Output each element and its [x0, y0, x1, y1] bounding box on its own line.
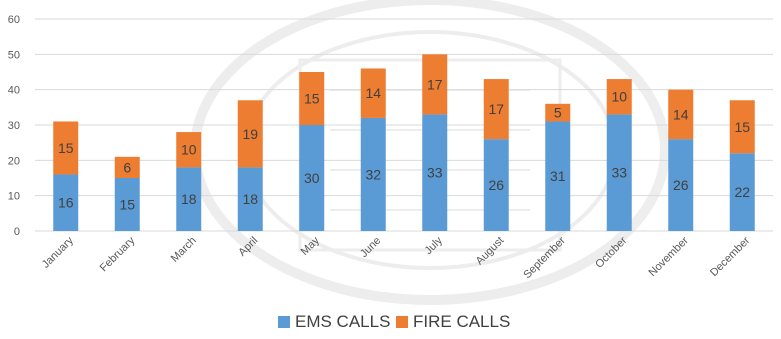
- data-label: 14: [673, 106, 689, 122]
- legend-label: FIRE CALLS: [413, 312, 510, 331]
- x-tick-label: July: [423, 234, 446, 257]
- y-tick-label: 60: [8, 14, 20, 26]
- data-label: 26: [488, 177, 504, 193]
- bar-ems-april: [237, 167, 263, 231]
- data-label: 10: [611, 89, 627, 105]
- data-label: 17: [488, 101, 504, 117]
- bar-ems-may: [299, 125, 325, 231]
- bar-fire-september: [545, 103, 571, 122]
- bar-fire-december: [729, 100, 755, 154]
- data-label: 6: [123, 159, 131, 175]
- data-label: 16: [58, 195, 74, 211]
- bars: [53, 54, 755, 231]
- bar-fire-january: [53, 121, 79, 175]
- bar-ems-october: [606, 114, 632, 231]
- x-tick-label: May: [299, 234, 323, 258]
- data-label: 22: [734, 184, 750, 200]
- bar-fire-june: [360, 68, 386, 118]
- x-tick-label: June: [358, 235, 383, 260]
- legend-swatch: [396, 316, 408, 328]
- y-tick-label: 40: [8, 85, 20, 97]
- data-label: 15: [734, 119, 750, 135]
- x-tick-label: December: [708, 234, 753, 279]
- data-label: 18: [242, 191, 258, 207]
- data-labels: 16 15 15 6 18 10 18 19 30 15 32 14 33 17 26 17 31 5 33 10 26…: [58, 76, 750, 212]
- data-label: 15: [58, 140, 74, 156]
- legend-label: EMS CALLS: [295, 312, 390, 331]
- y-tick-label: 0: [14, 226, 20, 238]
- y-tick-label: 10: [8, 191, 20, 203]
- x-tick-label: February: [98, 234, 138, 274]
- bar-fire-november: [668, 89, 694, 140]
- y-axis: 0 10 20 30 40 50 60: [8, 14, 20, 238]
- data-label: 5: [554, 105, 562, 121]
- bar-ems-november: [668, 139, 694, 231]
- data-label: 15: [304, 91, 320, 107]
- data-label: 18: [181, 191, 197, 207]
- data-label: 33: [611, 165, 627, 181]
- data-label: 10: [181, 142, 197, 158]
- data-label: 26: [673, 177, 689, 193]
- bar-ems-february: [114, 178, 140, 231]
- bar-fire-august: [483, 79, 509, 140]
- data-label: 19: [242, 126, 258, 142]
- bar-fire-october: [606, 79, 632, 115]
- legend-swatch: [278, 316, 290, 328]
- bar-fire-july: [422, 54, 448, 115]
- x-tick-label: January: [40, 234, 77, 271]
- bar-fire-april: [237, 100, 263, 168]
- data-label: 17: [427, 76, 443, 92]
- y-tick-label: 20: [8, 155, 20, 167]
- x-tick-label: November: [647, 234, 692, 279]
- data-label: 30: [304, 170, 320, 186]
- bar-ems-january: [53, 174, 79, 231]
- bar-ems-july: [422, 114, 448, 231]
- data-label: 14: [365, 85, 381, 101]
- bar-fire-march: [176, 132, 202, 168]
- data-label: 15: [119, 197, 135, 213]
- bar-ems-march: [176, 167, 202, 231]
- bar-ems-september: [545, 121, 571, 231]
- y-tick-label: 50: [8, 49, 20, 61]
- bar-fire-february: [114, 156, 140, 178]
- gridlines: [35, 18, 773, 232]
- bar-ems-december: [729, 153, 755, 231]
- legend: EMS CALLS FIRE CALLS: [278, 312, 510, 331]
- x-tick-label: March: [169, 235, 199, 265]
- bar-ems-june: [360, 117, 386, 231]
- x-axis: January February March April May June July Augu…: [40, 234, 753, 281]
- bar-fire-may: [299, 72, 325, 125]
- bar-ems-august: [483, 139, 509, 231]
- data-label: 31: [550, 168, 566, 184]
- data-label: 32: [365, 166, 381, 182]
- y-tick-label: 30: [8, 120, 20, 132]
- data-label: 33: [427, 165, 443, 181]
